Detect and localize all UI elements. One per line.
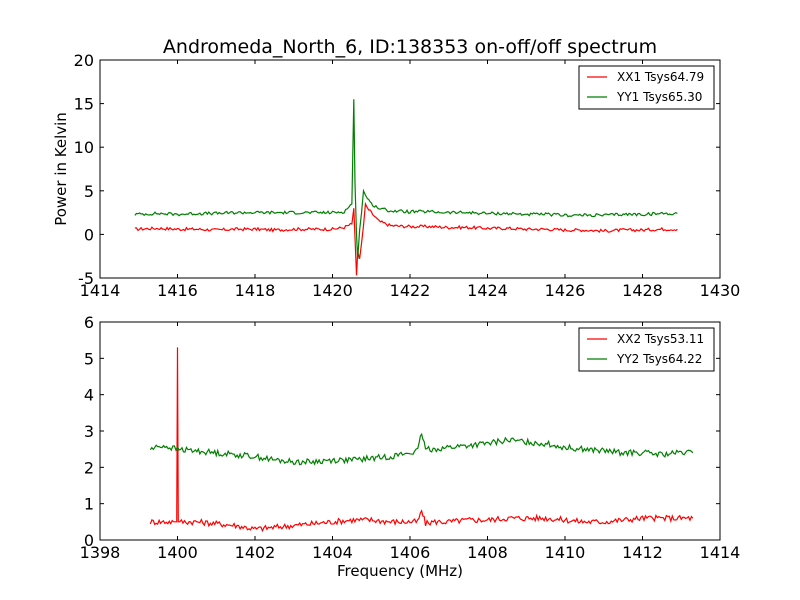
y-tick-label: 5 bbox=[84, 349, 94, 368]
x-tick-label: 1416 bbox=[157, 281, 198, 300]
x-tick-label: 1430 bbox=[700, 281, 741, 300]
legend-entry: XX2 Tsys53.11 bbox=[617, 332, 704, 346]
y-tick-label: 20 bbox=[74, 51, 94, 70]
y-tick-label: 3 bbox=[84, 422, 94, 441]
x-tick-label: 1426 bbox=[545, 281, 586, 300]
x-tick-label: 1414 bbox=[700, 543, 741, 562]
legend-entry: YY1 Tsys65.30 bbox=[616, 90, 702, 104]
y-tick-label: 15 bbox=[74, 95, 94, 114]
plot-panel-2: 1398 1400 1402 1404 1406 1408 1410 1412 1414 0 1 2 3… bbox=[80, 313, 741, 580]
x-tick-label: 1428 bbox=[622, 281, 663, 300]
x-tick-label: 1418 bbox=[235, 281, 276, 300]
x-tick-label: 1404 bbox=[312, 543, 353, 562]
y-tick-label: 6 bbox=[84, 313, 94, 332]
figure-title: Andromeda_North_6, ID:138353 on-off/off … bbox=[163, 36, 657, 58]
legend-1: XX1 Tsys64.79 YY1 Tsys65.30 bbox=[578, 65, 715, 110]
x-tick-label: 1422 bbox=[390, 281, 431, 300]
x-tick-label: 1424 bbox=[467, 281, 508, 300]
plot-panels: 1414 1416 1418 1420 1422 1424 1426 1428 1430-505… bbox=[52, 51, 740, 580]
series-line-1-2 bbox=[134, 99, 678, 259]
legend-entry: XX1 Tsys64.79 bbox=[617, 70, 704, 84]
x-tick-label: 1420 bbox=[312, 281, 353, 300]
x-tick-label: 1398 bbox=[80, 543, 121, 562]
x-axis-label: Frequency (MHz) bbox=[337, 562, 463, 580]
y-axis-label: Power in Kelvin bbox=[52, 112, 70, 226]
x-tick-label: 1414 bbox=[80, 281, 121, 300]
y-tick-label: 10 bbox=[74, 138, 94, 157]
y-tick-label: 5 bbox=[84, 182, 94, 201]
x-tick-label: 1408 bbox=[467, 543, 508, 562]
series-line-1-1 bbox=[134, 201, 678, 276]
y-tick-label: 1 bbox=[84, 495, 94, 514]
x-tick-label: 1410 bbox=[545, 543, 586, 562]
x-tick-label: 1406 bbox=[390, 543, 431, 562]
legend-box bbox=[578, 327, 715, 372]
legend-entry: YY2 Tsys64.22 bbox=[616, 352, 702, 366]
y-tick-label: 0 bbox=[84, 225, 94, 244]
y-tick-label: 2 bbox=[84, 458, 94, 477]
legend-box bbox=[578, 65, 715, 110]
series-line-2-2 bbox=[149, 432, 694, 466]
y-tick-label: 4 bbox=[84, 386, 94, 405]
x-tick-label: 1402 bbox=[235, 543, 276, 562]
x-tick-label: 1412 bbox=[622, 543, 663, 562]
series-line-2-1 bbox=[149, 347, 694, 533]
y-tick-label: 0 bbox=[84, 531, 94, 550]
legend-2: XX2 Tsys53.11 YY2 Tsys64.22 bbox=[578, 327, 715, 372]
x-tick-label: 1400 bbox=[157, 543, 198, 562]
plot-panel-1: 1414 1416 1418 1420 1422 1424 1426 1428 1430 -5 0 5… bbox=[52, 51, 740, 300]
y-tick-label: -5 bbox=[78, 269, 94, 288]
